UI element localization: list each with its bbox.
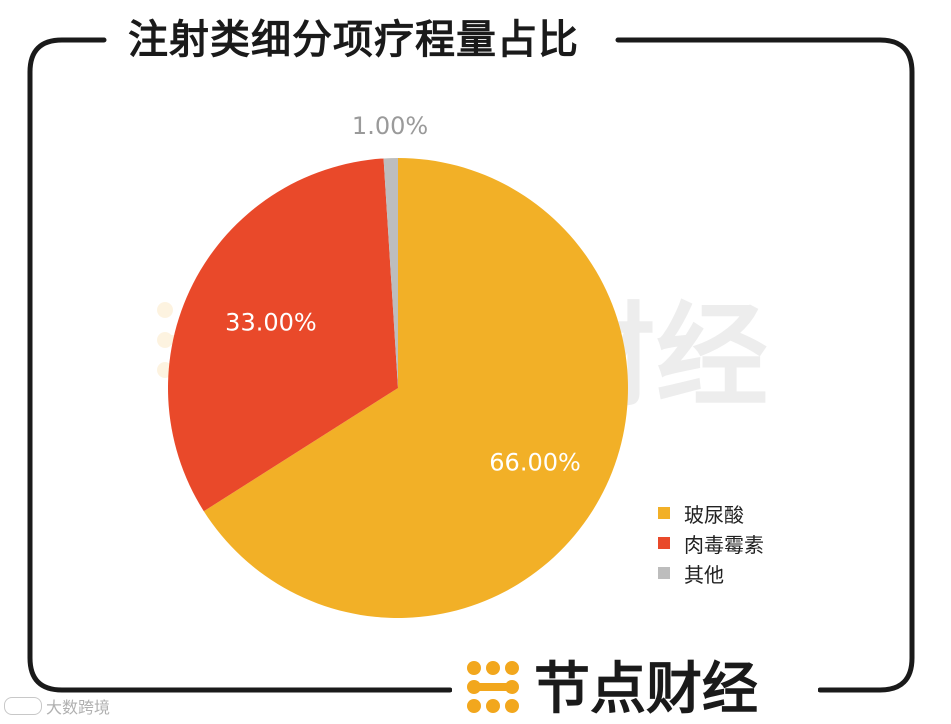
pie-data-labels: 66.00% 33.00% 1.00% xyxy=(225,112,581,476)
legend-item-1: 玻尿酸 xyxy=(658,498,764,528)
legend-label-1: 玻尿酸 xyxy=(684,502,744,527)
legend-label-2: 肉毒霉素 xyxy=(684,532,764,557)
footer-watermark-text: 大数跨境 xyxy=(46,698,111,717)
legend-item-2: 肉毒霉素 xyxy=(658,528,764,558)
legend-swatch-1 xyxy=(658,507,670,519)
chart-title: 注射类细分项疗程量占比 xyxy=(118,12,589,68)
frame-border xyxy=(27,37,915,693)
pie-chart xyxy=(168,158,628,618)
pie-slice-2 xyxy=(168,158,398,512)
pie-data-label-2: 33.00% xyxy=(225,308,317,336)
pie-slice-3 xyxy=(383,158,398,388)
pie-data-label-3: 1.00% xyxy=(352,112,428,140)
footer-logo-icon xyxy=(467,661,519,713)
legend-swatch-2 xyxy=(658,537,670,549)
footer-brand-name: 节点财经 xyxy=(534,657,758,722)
legend-item-3: 其他 xyxy=(658,558,764,588)
chart-legend: 玻尿酸 肉毒霉素 其他 xyxy=(658,498,764,588)
legend-swatch-3 xyxy=(658,567,670,579)
pie-data-label-1: 66.00% xyxy=(489,448,581,476)
pie-slice-1 xyxy=(203,158,628,618)
legend-label-3: 其他 xyxy=(684,562,724,587)
footer-watermark: 大数跨境 xyxy=(4,694,110,718)
watermark-logo-icon xyxy=(4,697,42,715)
